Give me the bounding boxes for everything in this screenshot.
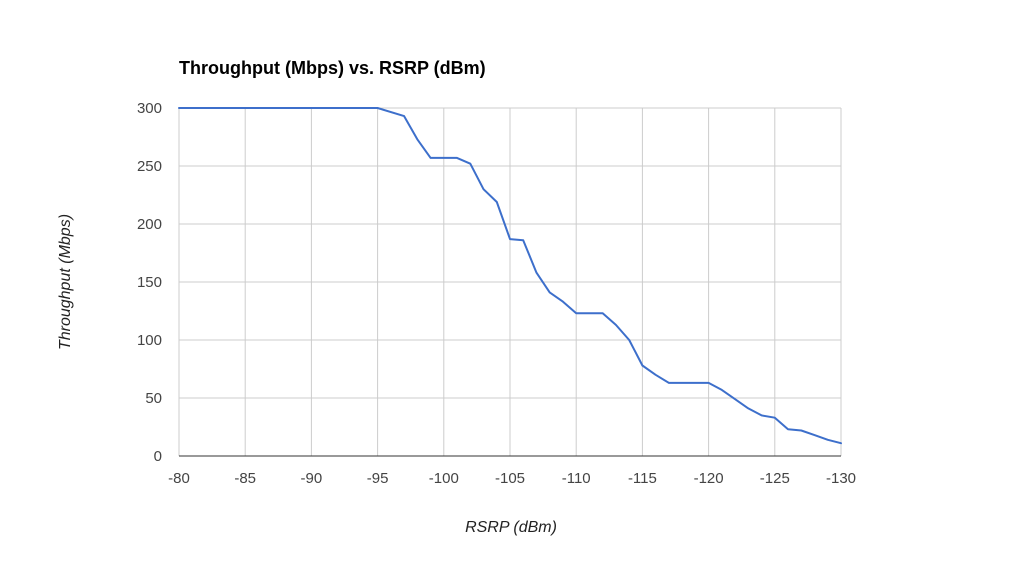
- x-tick-label: -85: [234, 470, 256, 487]
- x-axis-ticks: -80 -85 -90 -95 -100 -105 -110 -115 -120 -125 -130: [168, 470, 856, 487]
- x-tick-label: -95: [367, 470, 389, 487]
- x-tick-label: -120: [694, 470, 724, 487]
- x-tick-label: -115: [628, 470, 657, 487]
- chart-title: Throughput (Mbps) vs. RSRP (dBm): [179, 58, 486, 78]
- x-tick-label: -90: [301, 470, 323, 487]
- grid: [178, 107, 842, 456]
- x-tick-label: -105: [495, 470, 525, 487]
- x-axis-title: RSRP (dBm): [465, 519, 557, 536]
- y-tick-label: 150: [137, 274, 162, 291]
- y-tick-label: 50: [145, 390, 162, 407]
- x-tick-label: -130: [826, 470, 856, 487]
- x-tick-label: -100: [429, 470, 459, 487]
- y-tick-label: 0: [154, 448, 162, 465]
- y-axis-ticks: 0 50 100 150 200 250 300: [137, 100, 162, 465]
- y-tick-label: 100: [137, 332, 162, 349]
- y-axis-title: Throughput (Mbps): [57, 214, 74, 350]
- series-line: [178, 107, 842, 445]
- y-tick-label: 250: [137, 158, 162, 175]
- y-tick-label: 200: [137, 216, 162, 233]
- y-tick-label: 300: [137, 100, 162, 117]
- series-layer: [178, 107, 842, 445]
- x-tick-label: -110: [562, 470, 591, 487]
- x-tick-label: -125: [760, 470, 790, 487]
- x-tick-label: -80: [168, 470, 190, 487]
